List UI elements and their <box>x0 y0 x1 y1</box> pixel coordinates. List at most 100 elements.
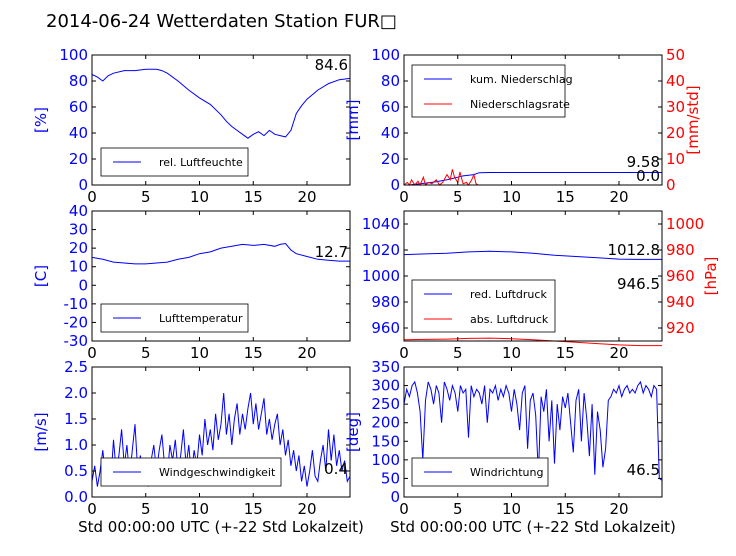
x-tick-label: 0 <box>399 188 409 206</box>
y-tick-label: 10 <box>69 258 88 276</box>
legend-label: rel. Luftfeuchte <box>159 156 243 169</box>
y-tick-label: 40 <box>69 124 88 142</box>
plot-frame <box>403 366 663 498</box>
x-tick-label: 15 <box>556 500 575 518</box>
x-tick-label: 5 <box>453 344 463 362</box>
y-axis-label: [mm] <box>344 100 362 141</box>
chart-panel-3: 0 5 10 15 20-30-20-10010203040[C]Lufttempera… <box>32 202 351 362</box>
legend-box <box>411 279 556 333</box>
y-tick-label: 200 <box>371 414 400 432</box>
legend-label: kum. Niederschlag <box>470 73 573 86</box>
x-tick-label: 20 <box>297 188 316 206</box>
current-value-label: 1012.8 <box>608 241 661 259</box>
x-tick-label: 5 <box>453 500 463 518</box>
x-tick-label: 10 <box>502 188 521 206</box>
chart-panel-6: 0 5 10 15 20050100150200250300350[deg]Windri… <box>344 358 663 518</box>
y-tick-label: 30 <box>69 221 88 239</box>
x-tick-label: 0 <box>87 344 97 362</box>
y-tick-label: 2.5 <box>64 358 88 376</box>
y-tick-label: 1.0 <box>64 436 88 454</box>
figure-title: 2014-06-24 Wetterdaten Station FUR□ <box>46 11 397 32</box>
y-tick-label: 1.5 <box>64 410 88 428</box>
series-line-2-1 <box>404 172 662 186</box>
y-tick-label: 0.0 <box>64 488 88 506</box>
legend-box <box>411 64 566 118</box>
y-tick-label: 100 <box>371 451 400 469</box>
y-axis-label-right: [mm/std] <box>684 85 702 154</box>
y-tick-label-right: 960 <box>666 267 695 285</box>
series-line-2-2 <box>403 169 662 187</box>
x-tick-label: 10 <box>190 500 209 518</box>
y-tick-label: 250 <box>371 395 400 413</box>
chart-panel-2: 0 5 10 15 20 0 20 40 60 80 100 0 10 20 30 40 50 [mm] [mm/s… <box>344 46 702 206</box>
x-tick-label: 0 <box>87 188 97 206</box>
x-tick-label: 10 <box>190 344 209 362</box>
y-tick-label-right: 30 <box>666 98 685 116</box>
series-line-5-1 <box>91 392 351 487</box>
y-tick-label-right: 10 <box>666 150 685 168</box>
current-value-label: 946.5 <box>617 275 660 293</box>
x-tick-label: 15 <box>556 344 575 362</box>
y-tick-label: 0 <box>78 276 88 294</box>
y-tick-label: 1040 <box>362 215 400 233</box>
x-tick-label: 20 <box>609 188 628 206</box>
y-tick-label-right: 20 <box>666 124 685 142</box>
x-tick-label: 15 <box>244 500 263 518</box>
y-tick-label: 300 <box>371 377 400 395</box>
legend-label: Lufttemperatur <box>159 312 243 325</box>
y-tick-label: 80 <box>381 72 400 90</box>
y-tick-label: 350 <box>371 358 400 376</box>
y-tick-label: 0.5 <box>64 462 88 480</box>
x-axis-label-right: Std 00:00:00 UTC (+-22 Std Lokalzeit) <box>390 518 676 536</box>
plot-frame <box>91 210 351 342</box>
y-tick-label: 60 <box>381 98 400 116</box>
y-tick-label: 150 <box>371 432 400 450</box>
y-tick-label-right: 0 <box>666 176 676 194</box>
y-tick-label: 40 <box>69 202 88 220</box>
legend-label: Windgeschwindigkeit <box>159 466 276 479</box>
x-tick-label: 15 <box>556 188 575 206</box>
x-axis-label-left: Std 00:00:00 UTC (+-22 Std Lokalzeit) <box>78 518 364 536</box>
y-tick-label: 20 <box>69 239 88 257</box>
y-tick-label: 100 <box>59 46 88 64</box>
current-value-label: 9.58 <box>627 153 660 171</box>
legend-label: Niederschlagsrate <box>470 98 570 111</box>
y-tick-label: 960 <box>371 319 400 337</box>
y-tick-label-right: 920 <box>666 319 695 337</box>
x-tick-label: 10 <box>502 344 521 362</box>
y-tick-label: 1020 <box>362 241 400 259</box>
y-axis-label: [C] <box>32 265 50 287</box>
series-line-3-1 <box>91 242 350 265</box>
legend-label: Windrichtung <box>470 466 543 479</box>
y-tick-label: 20 <box>69 150 88 168</box>
x-tick-label: 5 <box>453 188 463 206</box>
x-tick-label: 5 <box>141 344 151 362</box>
y-tick-label: 20 <box>381 150 400 168</box>
x-tick-label: 10 <box>502 500 521 518</box>
series-line-6-1 <box>403 380 663 481</box>
x-tick-label: 5 <box>141 500 151 518</box>
series-line-4-1 <box>403 250 662 260</box>
current-value-label: 46.5 <box>627 461 660 479</box>
current-value-label: 12.7 <box>315 243 348 261</box>
y-tick-label: -10 <box>64 295 89 313</box>
y-tick-label: 60 <box>69 98 88 116</box>
x-tick-label: 5 <box>141 188 151 206</box>
x-tick-label: 0 <box>399 500 409 518</box>
x-tick-label: 20 <box>297 500 316 518</box>
x-tick-label: 10 <box>190 188 209 206</box>
y-tick-label-right: 40 <box>666 72 685 90</box>
x-tick-label: 15 <box>244 188 263 206</box>
chart-panel-5: 0 5 10 15 20 0.0 0.5 1.0 1.5 2.0 2.5 [m/s] Windgesch… <box>32 358 351 518</box>
y-tick-label-right: 1000 <box>666 215 704 233</box>
x-tick-label: 0 <box>399 344 409 362</box>
y-tick-label-right: 50 <box>666 46 685 64</box>
x-tick-label: 0 <box>87 500 97 518</box>
y-tick-label-right: 980 <box>666 241 695 259</box>
chart-panel-4: 0 5 10 15 20 960 980 1000 1020 1040 920 940 960 980 10… <box>362 210 720 362</box>
x-tick-label: 20 <box>609 500 628 518</box>
series-line-1-1 <box>91 68 351 139</box>
y-tick-label: 0 <box>390 488 400 506</box>
y-tick-label-right: 940 <box>666 293 695 311</box>
